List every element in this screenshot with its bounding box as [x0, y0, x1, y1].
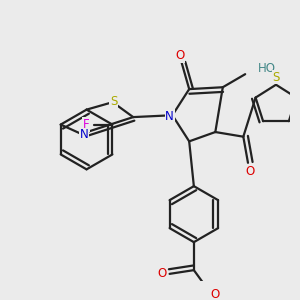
Text: O: O	[245, 165, 254, 178]
Text: S: S	[272, 71, 280, 84]
Text: O: O	[175, 49, 184, 62]
Text: HO: HO	[258, 62, 276, 75]
Text: O: O	[158, 267, 167, 280]
Text: O: O	[211, 288, 220, 300]
Text: N: N	[80, 128, 88, 141]
Text: N: N	[165, 110, 174, 123]
Text: F: F	[83, 118, 90, 131]
Text: S: S	[110, 95, 117, 108]
